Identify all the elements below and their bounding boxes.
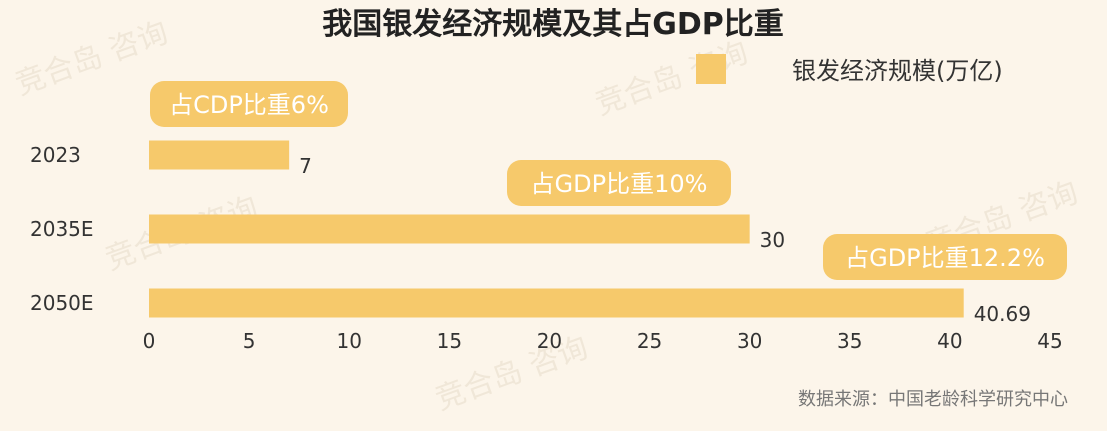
x-tick-label: 20 xyxy=(537,329,562,353)
category-label: 2035E xyxy=(30,217,94,241)
x-tick-label: 45 xyxy=(1037,329,1062,353)
value-label: 30 xyxy=(760,228,785,252)
x-tick-label: 25 xyxy=(637,329,662,353)
annotation-text: 占CDP比重6% xyxy=(169,91,329,119)
bar xyxy=(149,140,290,170)
category-label: 2023 xyxy=(30,143,81,167)
x-tick-label: 30 xyxy=(737,329,762,353)
x-tick-label: 5 xyxy=(243,329,256,353)
x-tick-label: 40 xyxy=(937,329,962,353)
annotation-badge xyxy=(150,81,348,127)
legend-label: 银发经济规模(万亿) xyxy=(792,57,1003,85)
annotation-text: 占GDP比重12.2% xyxy=(845,244,1045,272)
annotation-badge xyxy=(507,160,731,206)
annotation-text: 占GDP比重10% xyxy=(531,170,708,198)
bars: 2023 7 2035E 30 2050E 40.69 xyxy=(30,140,1031,326)
watermark: 竞合岛 咨询 xyxy=(591,35,753,122)
bar xyxy=(149,214,750,244)
watermark: 竞合岛 咨询 xyxy=(11,15,173,102)
annotation-badge xyxy=(823,234,1067,280)
x-tick-label: 35 xyxy=(837,329,862,353)
x-tick-label: 0 xyxy=(143,329,156,353)
legend-swatch xyxy=(696,54,726,84)
x-axis: 0 5 10 15 20 25 30 35 40 45 xyxy=(143,329,1063,353)
value-label: 40.69 xyxy=(974,302,1031,326)
legend: 银发经济规模(万亿) xyxy=(696,54,1003,85)
x-tick-label: 15 xyxy=(437,329,462,353)
source-note: 数据来源：中国老龄科学研究中心 xyxy=(798,389,1068,410)
bar xyxy=(149,288,964,318)
chart-title: 我国银发经济规模及其占GDP比重 xyxy=(322,7,784,42)
value-label: 7 xyxy=(299,154,312,178)
category-label: 2050E xyxy=(30,291,94,315)
x-tick-label: 10 xyxy=(336,329,361,353)
annotation-badges: 占CDP比重6% 占GDP比重10% 占GDP比重12.2% xyxy=(150,81,1067,280)
